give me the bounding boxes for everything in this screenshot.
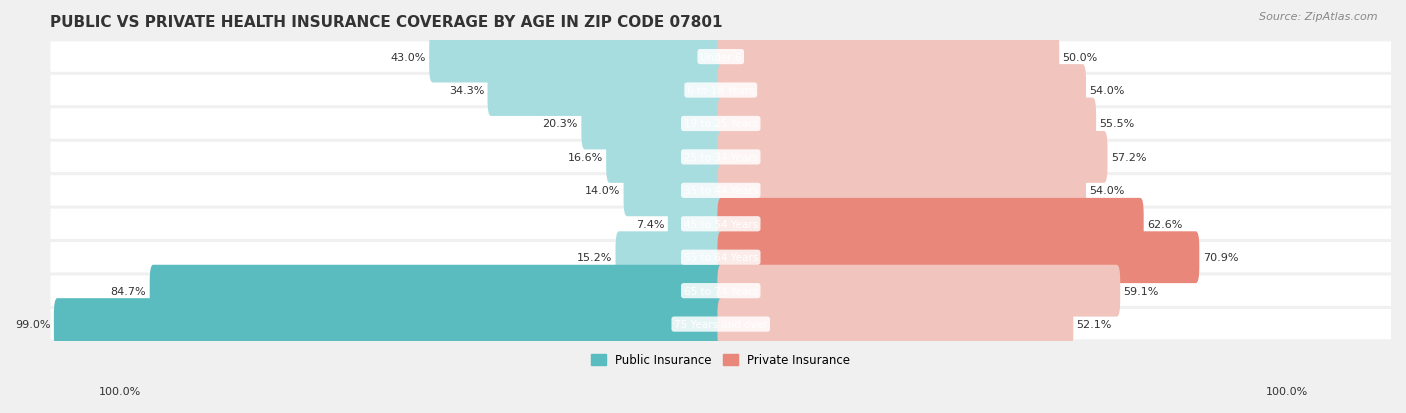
FancyBboxPatch shape: [51, 176, 1391, 206]
FancyBboxPatch shape: [429, 32, 724, 83]
Text: 19 to 25 Years: 19 to 25 Years: [683, 119, 758, 129]
FancyBboxPatch shape: [51, 76, 1391, 106]
Text: 100.0%: 100.0%: [1265, 387, 1308, 396]
Text: 7.4%: 7.4%: [636, 219, 665, 229]
Text: 6 to 18 Years: 6 to 18 Years: [688, 86, 755, 96]
FancyBboxPatch shape: [51, 242, 1391, 273]
Legend: Public Insurance, Private Insurance: Public Insurance, Private Insurance: [586, 349, 855, 371]
Text: 55.5%: 55.5%: [1099, 119, 1135, 129]
FancyBboxPatch shape: [53, 299, 724, 350]
Text: 59.1%: 59.1%: [1123, 286, 1159, 296]
Text: 57.2%: 57.2%: [1111, 152, 1146, 163]
Text: 65 to 74 Years: 65 to 74 Years: [683, 286, 758, 296]
Text: 25 to 34 Years: 25 to 34 Years: [683, 152, 758, 163]
FancyBboxPatch shape: [717, 165, 1085, 217]
Text: 20.3%: 20.3%: [543, 119, 578, 129]
Text: PUBLIC VS PRIVATE HEALTH INSURANCE COVERAGE BY AGE IN ZIP CODE 07801: PUBLIC VS PRIVATE HEALTH INSURANCE COVER…: [51, 15, 723, 30]
Text: 54.0%: 54.0%: [1090, 86, 1125, 96]
FancyBboxPatch shape: [51, 109, 1391, 139]
Text: 16.6%: 16.6%: [568, 152, 603, 163]
FancyBboxPatch shape: [606, 132, 724, 183]
FancyBboxPatch shape: [488, 65, 724, 116]
FancyBboxPatch shape: [616, 232, 724, 283]
Text: 84.7%: 84.7%: [111, 286, 146, 296]
FancyBboxPatch shape: [149, 265, 724, 317]
Text: 45 to 54 Years: 45 to 54 Years: [683, 219, 758, 229]
FancyBboxPatch shape: [51, 276, 1391, 306]
FancyBboxPatch shape: [717, 232, 1199, 283]
FancyBboxPatch shape: [717, 198, 1143, 250]
Text: 14.0%: 14.0%: [585, 186, 620, 196]
Text: 34.3%: 34.3%: [449, 86, 484, 96]
Text: 99.0%: 99.0%: [15, 319, 51, 329]
Text: 62.6%: 62.6%: [1147, 219, 1182, 229]
FancyBboxPatch shape: [51, 309, 1391, 339]
FancyBboxPatch shape: [51, 42, 1391, 73]
FancyBboxPatch shape: [581, 98, 724, 150]
FancyBboxPatch shape: [717, 132, 1108, 183]
FancyBboxPatch shape: [717, 32, 1059, 83]
Text: 75 Years and over: 75 Years and over: [673, 319, 768, 329]
FancyBboxPatch shape: [624, 165, 724, 217]
Text: 15.2%: 15.2%: [576, 253, 612, 263]
FancyBboxPatch shape: [717, 299, 1073, 350]
Text: 70.9%: 70.9%: [1202, 253, 1239, 263]
Text: 35 to 44 Years: 35 to 44 Years: [683, 186, 758, 196]
FancyBboxPatch shape: [717, 65, 1085, 116]
Text: Under 6: Under 6: [700, 52, 741, 62]
FancyBboxPatch shape: [717, 265, 1121, 317]
FancyBboxPatch shape: [668, 198, 724, 250]
Text: 55 to 64 Years: 55 to 64 Years: [683, 253, 758, 263]
Text: 52.1%: 52.1%: [1077, 319, 1112, 329]
Text: Source: ZipAtlas.com: Source: ZipAtlas.com: [1260, 12, 1378, 22]
Text: 100.0%: 100.0%: [98, 387, 141, 396]
FancyBboxPatch shape: [51, 209, 1391, 240]
Text: 54.0%: 54.0%: [1090, 186, 1125, 196]
Text: 50.0%: 50.0%: [1063, 52, 1098, 62]
Text: 43.0%: 43.0%: [391, 52, 426, 62]
FancyBboxPatch shape: [717, 98, 1097, 150]
FancyBboxPatch shape: [51, 142, 1391, 173]
